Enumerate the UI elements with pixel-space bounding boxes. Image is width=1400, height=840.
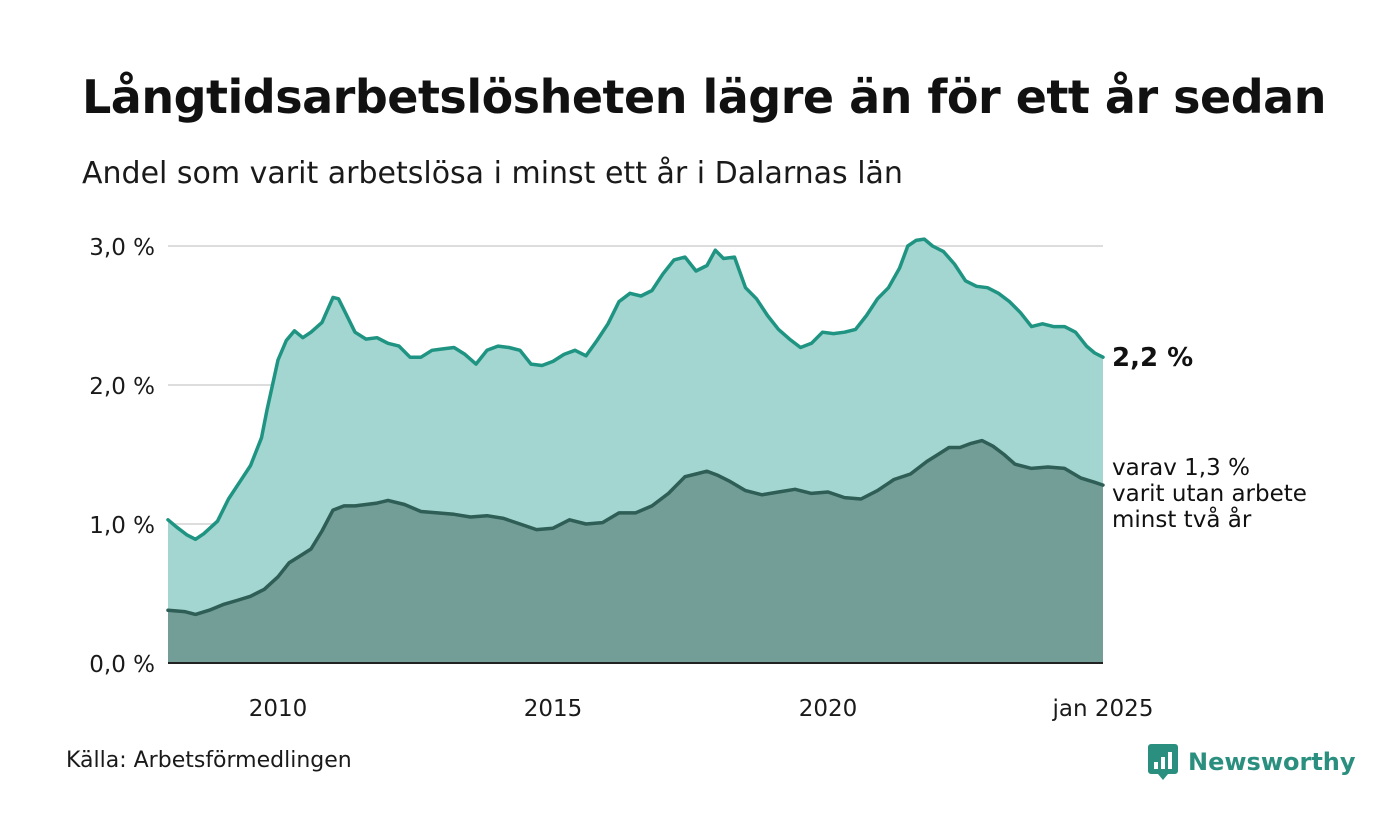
newsworthy-logo-icon	[1148, 744, 1178, 780]
x-tick-label: jan 2025	[1052, 696, 1154, 722]
total-last-value-label: 2,2 %	[1112, 343, 1194, 373]
y-tick-label: 2,0 %	[89, 374, 155, 400]
sub-annotation-line-2: varit utan arbete	[1112, 481, 1307, 507]
y-tick-label: 1,0 %	[89, 513, 155, 539]
x-tick-label: 2010	[249, 696, 308, 722]
total-series-line	[166, 237, 1105, 542]
sub-series-annotation: varav 1,3 % varit utan arbete minst två …	[1112, 455, 1307, 533]
brand-name: Newsworthy	[1188, 748, 1356, 776]
y-tick-label: 3,0 %	[89, 235, 155, 261]
brand-logo: Newsworthy	[1148, 742, 1356, 782]
chart-areas	[166, 237, 1105, 663]
x-tick-label: 2015	[524, 696, 583, 722]
source-note: Källa: Arbetsförmedlingen	[66, 748, 352, 773]
two-year-series-line	[166, 438, 1105, 617]
axes: 0,0 % 1,0 % 2,0 % 3,0 % 2010 2015 2020 jan 2025	[89, 235, 1153, 722]
x-tick-label: 2020	[799, 696, 858, 722]
y-tick-label: 0,0 %	[89, 652, 155, 678]
chart-subtitle: Andel som varit arbetslösa i minst ett å…	[82, 156, 903, 191]
chart-title: Långtidsarbetslösheten lägre än för ett …	[82, 70, 1326, 124]
sub-annotation-line-1: varav 1,3 %	[1112, 455, 1250, 481]
sub-annotation-line-3: minst två år	[1112, 507, 1252, 533]
